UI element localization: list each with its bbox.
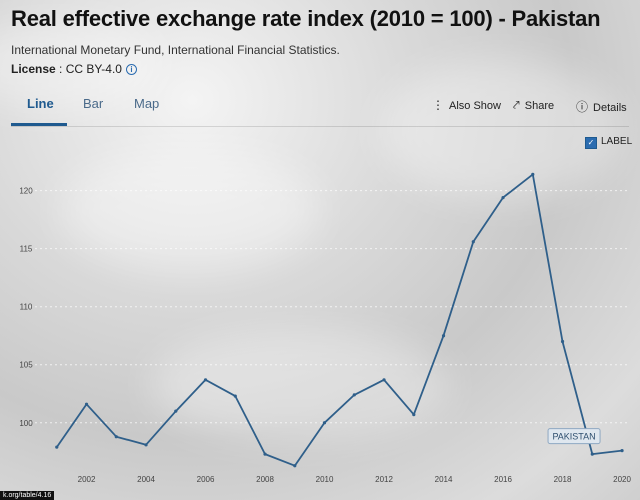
info-icon[interactable]: i [125, 64, 137, 75]
also-show-label: Also Show [449, 100, 501, 112]
data-point[interactable] [501, 195, 505, 200]
data-point[interactable] [203, 378, 208, 382]
active-tab-indicator [11, 123, 67, 126]
data-point[interactable] [412, 413, 416, 417]
page-title: Real effective exchange rate index (2010… [11, 6, 601, 31]
x-tick-label: 2012 [375, 475, 393, 484]
data-point[interactable] [531, 172, 535, 176]
data-point[interactable] [560, 339, 565, 344]
y-tick-label: 115 [20, 245, 33, 254]
data-point[interactable] [263, 452, 267, 456]
data-point[interactable] [174, 409, 178, 413]
more-vertical-icon: ⋮ [432, 98, 444, 112]
share-label: Share [524, 100, 555, 112]
chart-tabs: Line Bar Map [11, 90, 629, 127]
details-button[interactable]: ⓘ Details [576, 98, 627, 115]
x-tick-label: 2006 [197, 475, 215, 484]
details-label: Details [593, 102, 627, 114]
tab-map[interactable]: Map [134, 96, 160, 111]
license-value: : CC BY-4.0 [55, 62, 122, 76]
y-tick-label: 120 [19, 187, 33, 196]
share-icon: ⤤ [513, 98, 520, 112]
license-label: License [11, 62, 56, 76]
x-tick-label: 2020 [613, 475, 631, 484]
data-point[interactable] [590, 452, 594, 456]
license-info: License : CC BY-4.0 i [11, 62, 137, 76]
x-tick-label: 2008 [256, 475, 274, 484]
data-point[interactable] [382, 378, 386, 382]
label-toggle-text: LABEL [601, 136, 633, 147]
data-point[interactable] [114, 435, 118, 439]
share-button[interactable]: ⤤ Share [513, 98, 554, 113]
x-tick-label: 2004 [137, 475, 155, 484]
y-tick-label: 100 [19, 419, 33, 428]
data-point[interactable] [322, 421, 327, 425]
source-text: International Monetary Fund, Internation… [11, 43, 340, 57]
label-toggle[interactable]: ✓ LABEL [585, 136, 632, 149]
tab-bar[interactable]: Bar [83, 96, 104, 111]
y-tick-label: 105 [19, 361, 33, 370]
x-tick-label: 2002 [78, 475, 96, 484]
data-point[interactable] [144, 443, 148, 447]
data-point[interactable] [441, 334, 446, 338]
data-point[interactable] [620, 449, 624, 453]
data-point[interactable] [55, 445, 59, 449]
data-point[interactable] [352, 393, 356, 397]
x-tick-label: 2014 [435, 475, 453, 484]
x-tick-label: 2010 [316, 475, 334, 484]
x-tick-label: 2018 [554, 475, 572, 484]
series-end-label-text: PAKISTAN [552, 432, 595, 442]
tab-line[interactable]: Line [27, 96, 54, 111]
data-point[interactable] [233, 394, 237, 398]
checkbox-checked-icon[interactable]: ✓ [585, 137, 597, 149]
series-end-label: PAKISTAN [547, 428, 601, 445]
data-point[interactable] [84, 402, 89, 406]
y-tick-label: 110 [20, 303, 33, 312]
series-line-pakistan [56, 173, 623, 467]
info-circle-icon: ⓘ [576, 100, 589, 114]
data-point[interactable] [471, 240, 475, 244]
also-show-button[interactable]: ⋮ Also Show [432, 98, 501, 112]
x-tick-label: 2016 [494, 475, 512, 484]
data-point[interactable] [293, 464, 297, 468]
footer-url: k.org/table/4.16 [0, 491, 55, 500]
